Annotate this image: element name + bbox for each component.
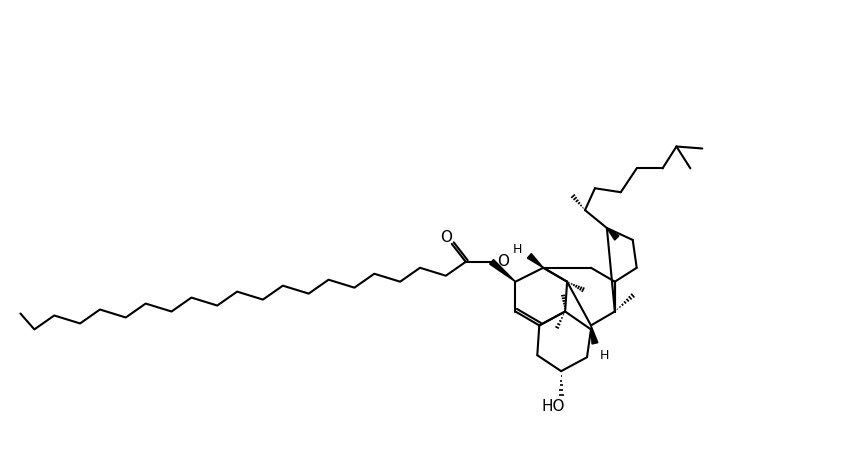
- Text: O: O: [440, 230, 452, 245]
- Text: O: O: [497, 254, 509, 269]
- Text: H: H: [600, 349, 609, 362]
- Polygon shape: [591, 325, 598, 344]
- Polygon shape: [607, 228, 619, 240]
- Text: HO: HO: [541, 399, 565, 414]
- Text: H: H: [513, 243, 522, 256]
- Polygon shape: [490, 260, 515, 282]
- Polygon shape: [528, 254, 543, 268]
